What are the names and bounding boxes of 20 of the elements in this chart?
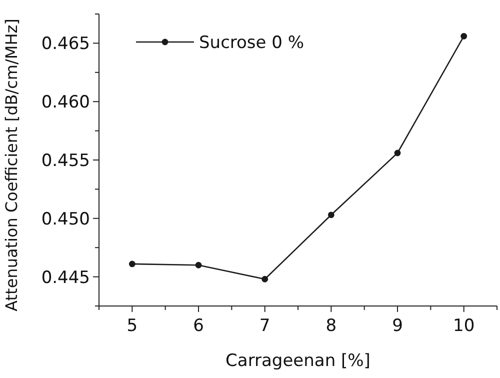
point (460, 32, 468, 40)
point (195, 262, 202, 268)
x-tick-label: 7 (259, 316, 270, 336)
point (328, 212, 334, 218)
x-tick-label: 8 (326, 316, 337, 336)
x-tick-label: 5 (126, 316, 138, 336)
y-tick-label: 0.460 (41, 92, 90, 113)
x-tick-label: 6 (193, 316, 204, 336)
y-tick-label: 0.445 (41, 268, 90, 288)
x-tick-label: 10 (453, 316, 475, 336)
x-axis-title: Carrageenan [%] (226, 351, 370, 371)
point (394, 150, 401, 156)
y-tick-label: 0.465 (41, 34, 90, 54)
x-tick-label: 9 (392, 316, 403, 336)
point (262, 276, 268, 282)
y-tick-label: 0.450 (41, 209, 90, 230)
y-axis-title: Attenuation Coefficient [dB/cm/MHz] (2, 18, 21, 312)
legend-label: Sucrose 0 % (199, 32, 304, 53)
point (128, 260, 136, 268)
y-tick-label: 0.455 (41, 150, 90, 171)
